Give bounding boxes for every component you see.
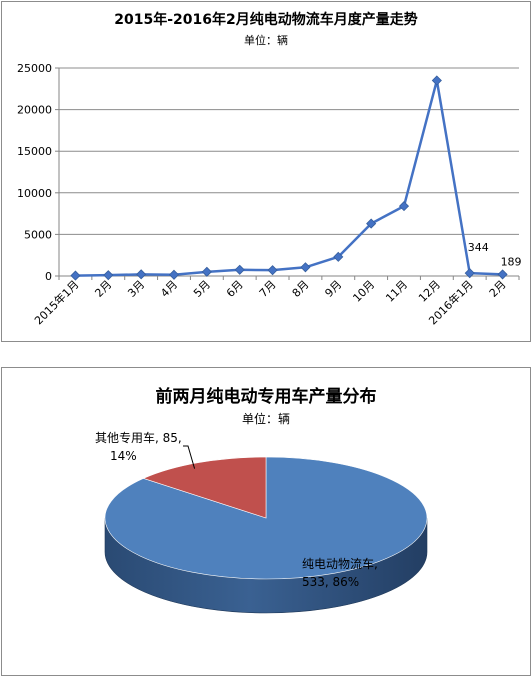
slice-label: 533, 86% [302, 575, 359, 589]
slice-label: 14% [110, 449, 137, 463]
data-point [103, 270, 114, 281]
data-point [497, 269, 508, 280]
x-tick-label: 6月 [224, 278, 246, 300]
x-tick-label: 4月 [158, 278, 180, 300]
data-label: 344 [468, 241, 489, 254]
leader-line [183, 445, 196, 469]
data-point [464, 268, 475, 279]
x-tick-label: 3月 [125, 278, 147, 300]
y-tick-label: 0 [45, 270, 52, 283]
x-tick-label: 8月 [290, 278, 312, 300]
pie-chart: 前两月纯电动专用车产量分布 单位：辆 纯电动物流车, 533, 86% 其他专用车,… [95, 386, 428, 614]
data-point [267, 265, 278, 276]
y-tick-label: 15000 [17, 145, 52, 158]
pie-chart-panel: 前两月纯电动专用车产量分布 单位：辆 纯电动物流车, 533, 86% 其他专用车,… [1, 367, 531, 676]
x-tick-label: 2015年1月 [31, 277, 81, 327]
y-tick-label: 20000 [17, 104, 52, 117]
y-tick-label: 10000 [17, 187, 52, 200]
data-point [70, 270, 81, 281]
data-point [398, 201, 410, 212]
line-chart: 2015年-2016年2月纯电动物流车月度产量走势 单位：辆 0 5000 1000… [17, 11, 522, 327]
x-tick-label: 5月 [191, 278, 213, 300]
x-tick-label: 10月 [350, 278, 377, 305]
data-point [366, 218, 377, 229]
pie-chart-subtitle: 单位：辆 [242, 411, 290, 426]
data-point [333, 251, 344, 262]
data-point [234, 264, 245, 275]
x-tick-label: 2月 [92, 278, 114, 300]
pie-chart-title: 前两月纯电动专用车产量分布 [156, 386, 377, 407]
data-point [136, 269, 147, 280]
x-tick-label: 7月 [257, 278, 279, 300]
x-tick-label: 9月 [322, 278, 344, 300]
data-point [201, 266, 212, 277]
series-line [75, 79, 503, 277]
line-chart-subtitle: 单位：辆 [244, 33, 288, 47]
slice-label: 其他专用车, 85, [95, 430, 182, 445]
line-chart-title: 2015年-2016年2月纯电动物流车月度产量走势 [114, 11, 417, 28]
data-label: 189 [501, 255, 522, 268]
data-point [168, 269, 180, 280]
y-tick-label: 25000 [17, 62, 52, 75]
data-point [300, 262, 311, 273]
data-point [431, 75, 442, 86]
slice-label: 纯电动物流车, [302, 556, 378, 571]
pie-slice-other [142, 456, 267, 519]
x-tick-label: 11月 [383, 278, 410, 305]
y-tick-label: 5000 [24, 228, 52, 241]
x-tick-label: 2月 [487, 278, 509, 300]
x-tick-label: 12月 [416, 278, 443, 305]
line-chart-panel: 2015年-2016年2月纯电动物流车月度产量走势 单位：辆 0 5000 1000… [1, 1, 531, 342]
